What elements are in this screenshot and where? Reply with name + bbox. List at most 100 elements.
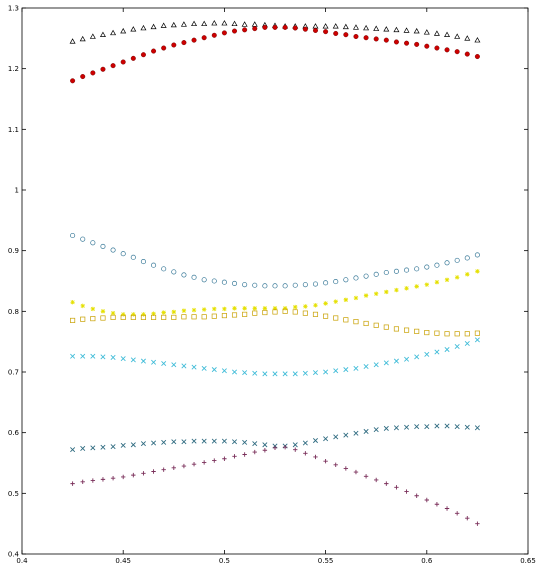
- point-s4-22: [292, 309, 298, 315]
- point-s4-7: [140, 314, 146, 320]
- point-s5-30: [373, 362, 379, 368]
- point-s4-34: [414, 328, 420, 334]
- point-s3-39: [465, 272, 470, 277]
- point-s1-40: [474, 54, 480, 60]
- point-s0-13: [201, 20, 208, 27]
- point-s0-28: [352, 24, 359, 30]
- point-s2-29: [363, 273, 369, 279]
- point-s3-13: [201, 307, 207, 312]
- point-s4-27: [343, 317, 349, 323]
- point-s6-7: [140, 441, 146, 447]
- point-s7-36: [434, 502, 440, 507]
- point-s3-9: [161, 310, 166, 315]
- point-s2-2: [90, 240, 96, 246]
- point-s5-22: [292, 371, 298, 377]
- point-s0-34: [413, 27, 420, 34]
- point-s3-34: [414, 284, 419, 289]
- point-s3-7: [141, 312, 146, 317]
- point-s7-5: [121, 474, 126, 480]
- point-s1-18: [252, 26, 258, 32]
- point-s2-37: [444, 260, 450, 266]
- point-s2-4: [110, 247, 116, 253]
- point-s0-7: [140, 24, 147, 31]
- point-s6-35: [424, 424, 430, 430]
- point-s7-0: [70, 481, 75, 486]
- point-s1-26: [333, 30, 339, 36]
- point-s6-24: [312, 438, 318, 444]
- point-s0-38: [454, 33, 461, 39]
- point-s7-39: [465, 516, 470, 521]
- point-s4-24: [312, 311, 319, 317]
- y-tick-label: 1: [15, 187, 19, 195]
- point-s1-31: [383, 37, 389, 43]
- y-tick-label: 0.7: [8, 369, 19, 377]
- point-s1-15: [221, 30, 227, 36]
- point-s7-16: [232, 454, 237, 459]
- point-s6-18: [252, 441, 258, 447]
- point-s7-9: [161, 467, 166, 472]
- point-s6-8: [151, 440, 157, 446]
- point-s4-39: [464, 331, 470, 337]
- point-s2-23: [302, 282, 308, 288]
- point-s5-20: [272, 371, 278, 377]
- point-s5-32: [393, 358, 399, 364]
- point-s6-28: [353, 430, 359, 436]
- point-s1-38: [454, 49, 460, 55]
- point-s4-23: [302, 310, 308, 316]
- y-tick-label: 0.9: [8, 247, 19, 255]
- point-s2-16: [231, 280, 238, 286]
- point-s7-28: [353, 469, 359, 475]
- point-s4-9: [161, 314, 167, 320]
- point-s2-3: [100, 243, 106, 249]
- y-tick-label: 0.6: [8, 429, 20, 437]
- point-s6-37: [444, 423, 450, 429]
- point-s0-17: [241, 21, 248, 27]
- point-s7-18: [252, 449, 257, 455]
- point-s7-26: [333, 462, 338, 468]
- point-s2-31: [383, 269, 389, 276]
- point-s2-34: [414, 266, 420, 272]
- point-s2-38: [454, 257, 460, 263]
- point-s1-22: [292, 25, 298, 31]
- point-s4-5: [120, 314, 126, 320]
- point-s2-32: [393, 268, 399, 274]
- point-s3-11: [181, 308, 187, 313]
- point-s6-15: [221, 438, 227, 444]
- point-s0-39: [464, 35, 471, 41]
- point-s0-25: [322, 23, 329, 29]
- point-s1-36: [434, 45, 440, 51]
- point-s2-7: [140, 259, 146, 265]
- point-s2-17: [242, 282, 248, 288]
- point-s4-2: [90, 316, 96, 322]
- point-s5-37: [444, 347, 450, 353]
- point-s2-18: [252, 282, 258, 288]
- point-s6-23: [302, 440, 308, 446]
- point-s6-34: [414, 424, 420, 430]
- point-s6-31: [383, 425, 389, 431]
- point-s4-13: [201, 314, 207, 320]
- point-s5-36: [434, 349, 440, 355]
- point-s3-19: [262, 306, 268, 311]
- point-s6-19: [262, 442, 268, 448]
- point-s1-1: [80, 74, 86, 80]
- point-s1-13: [201, 35, 207, 41]
- point-s3-10: [171, 309, 176, 315]
- point-s1-39: [464, 51, 470, 57]
- point-s7-29: [363, 474, 369, 479]
- point-s1-17: [242, 27, 248, 33]
- point-s4-29: [363, 320, 369, 327]
- point-s7-37: [444, 506, 450, 511]
- point-s6-40: [474, 425, 480, 431]
- point-s0-11: [180, 21, 187, 27]
- point-s0-32: [393, 26, 400, 33]
- point-s4-21: [282, 308, 288, 314]
- point-s3-16: [232, 306, 237, 311]
- point-s2-39: [464, 255, 470, 261]
- axis-ticks: 0.4 0.45 0.5 0.55 0.6 0.65 0.4 0.5 0.6 0.7 0.8 0.9 1…: [8, 5, 536, 566]
- point-s5-40: [474, 337, 480, 343]
- point-s0-15: [221, 20, 228, 26]
- point-s0-8: [150, 23, 157, 30]
- point-s0-4: [110, 29, 117, 36]
- point-s3-33: [404, 286, 409, 291]
- point-s7-30: [374, 477, 379, 483]
